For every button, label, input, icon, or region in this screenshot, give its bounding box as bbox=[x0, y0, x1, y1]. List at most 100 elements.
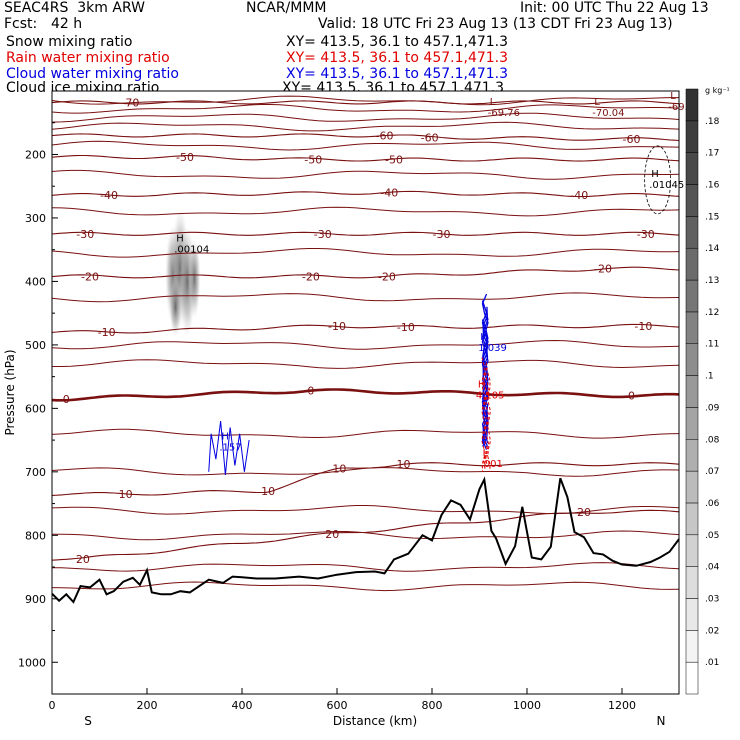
temperature-label: 10 bbox=[397, 458, 411, 471]
temperature-contour--20 bbox=[51, 266, 680, 279]
temperature-contour bbox=[51, 121, 680, 132]
extremum-kind-label: H bbox=[651, 169, 659, 180]
temperature-label: -30 bbox=[637, 228, 655, 241]
temperature-contour--60 bbox=[51, 133, 680, 142]
extremum-value-label: -70.04 bbox=[592, 108, 624, 119]
colorbar-cell bbox=[685, 598, 699, 631]
colorbar-tick-label: .15 bbox=[705, 212, 719, 222]
temperature-contour bbox=[51, 104, 680, 114]
temperature-contour bbox=[52, 359, 680, 369]
temperature-label: 10 bbox=[119, 488, 133, 501]
y-tick-label: 800 bbox=[25, 529, 46, 542]
terrain-surface bbox=[51, 476, 680, 604]
colorbar-cell bbox=[685, 534, 699, 567]
field-xy-rain: XY= 413.5, 36.1 to 457.1,471.3 bbox=[286, 50, 509, 66]
temperature-contour--50 bbox=[51, 154, 680, 162]
x-tick-label: 600 bbox=[327, 699, 348, 712]
colorbar-tick-label: .18 bbox=[705, 117, 720, 127]
x-axis-label: Distance (km) bbox=[333, 714, 417, 728]
colorbar-tick-label: .17 bbox=[705, 149, 719, 159]
temperature-label: -70 bbox=[121, 96, 139, 109]
colorbar-tick-label: .1 bbox=[705, 372, 714, 382]
temperature-contour bbox=[51, 339, 680, 350]
temperature-label: -50 bbox=[385, 154, 403, 167]
temperature-label: 20 bbox=[577, 506, 591, 519]
temperature-label: -60 bbox=[376, 129, 394, 142]
temperature-label: 0 bbox=[307, 385, 314, 398]
extremum-kind-label: H bbox=[176, 234, 184, 245]
temperature-contour-10 bbox=[51, 462, 680, 496]
cloud-water-contour-core bbox=[481, 319, 489, 444]
extremum-kind-label: L bbox=[483, 448, 489, 459]
cloud-ice-contour bbox=[644, 145, 672, 215]
temperature-label: 10 bbox=[332, 463, 346, 476]
colorbar-cell bbox=[685, 661, 699, 695]
rain-water-contour bbox=[485, 367, 490, 467]
colorbar-cell bbox=[685, 152, 699, 185]
colorbar-cell bbox=[685, 566, 699, 599]
extremum-kind-label: L bbox=[594, 97, 600, 108]
colorbar-cell bbox=[685, 375, 699, 408]
temperature-label: -10 bbox=[397, 321, 415, 334]
extremum-kind-label: H bbox=[478, 380, 486, 391]
right-end-label: N bbox=[657, 714, 666, 728]
temperature-label: -30 bbox=[314, 228, 332, 241]
valid-time: Valid: 18 UTC Fri 23 Aug 13 (13 CDT Fri … bbox=[318, 16, 673, 32]
colorbar-tick-label: .03 bbox=[705, 594, 719, 604]
temperature-contour bbox=[51, 581, 680, 592]
colorbar-tick-label: .13 bbox=[705, 276, 719, 286]
colorbar-cell bbox=[685, 279, 699, 313]
temperature-label: -40 bbox=[380, 187, 398, 200]
extremum-value-label: -69.4 bbox=[668, 102, 694, 113]
extremum-value-label: .00104 bbox=[174, 245, 209, 256]
colorbar-cell bbox=[685, 470, 699, 504]
colorbar-tick-label: .16 bbox=[705, 181, 720, 191]
colorbar-tick-label: .14 bbox=[705, 244, 720, 254]
colorbar-cell bbox=[685, 502, 699, 536]
colorbar-cell bbox=[685, 88, 699, 122]
temperature-label: -30 bbox=[433, 228, 451, 241]
temperature-contour bbox=[51, 112, 680, 123]
rain-water-contour bbox=[487, 372, 491, 472]
temperature-contour-20 bbox=[51, 509, 680, 561]
field-name-cloud-water: Cloud water mixing ratio bbox=[6, 66, 179, 82]
temperature-contour bbox=[51, 248, 680, 258]
y-tick-label: 900 bbox=[25, 593, 46, 606]
colorbar-tick-label: .05 bbox=[705, 531, 719, 541]
y-tick-label: 300 bbox=[25, 212, 46, 225]
colorbar-cell bbox=[685, 439, 699, 472]
temperature-contour bbox=[51, 140, 680, 151]
colorbar-tick-label: .02 bbox=[705, 626, 719, 636]
colorbar-tick-label: .06 bbox=[705, 499, 720, 509]
temperature-label: -10 bbox=[328, 320, 346, 333]
temperature-label: -20 bbox=[81, 270, 99, 283]
field-xy-snow: XY= 413.5, 36.1 to 457.1,471.3 bbox=[286, 34, 509, 50]
colorbar-tick-label: .04 bbox=[705, 563, 720, 573]
init-time: Init: 00 UTC Thu 22 Aug 13 bbox=[520, 0, 709, 16]
temperature-label: -20 bbox=[378, 270, 396, 283]
extremum-kind-label: H bbox=[221, 432, 229, 443]
colorbar-tick-label: .01 bbox=[705, 658, 719, 668]
model-title: SEAC4RS 3km ARW bbox=[4, 0, 145, 16]
temperature-label: -10 bbox=[634, 320, 652, 333]
temperature-contour--40 bbox=[51, 190, 680, 198]
rain-water-contour bbox=[481, 357, 486, 472]
colorbar-unit-label: g kg⁻¹ bbox=[705, 86, 730, 95]
x-tick-label: 200 bbox=[137, 699, 158, 712]
temperature-contour bbox=[51, 95, 679, 106]
colorbar-tick-label: .08 bbox=[705, 435, 720, 445]
extremum-value-label: .001 bbox=[481, 459, 503, 470]
temperature-label: 20 bbox=[325, 528, 339, 541]
temperature-label: -50 bbox=[304, 154, 322, 167]
temperature-label: 0 bbox=[628, 390, 635, 403]
fcst-value: 42 h bbox=[51, 16, 83, 32]
cloud-water-contour-west bbox=[208, 421, 250, 476]
temperature-label: 20 bbox=[76, 553, 90, 566]
temperature-label: -40 bbox=[570, 189, 588, 202]
extremum-value-label: .01045 bbox=[649, 180, 684, 191]
snow-shading-cell bbox=[169, 276, 182, 337]
extremum-value-label: .157 bbox=[219, 443, 241, 454]
temperature-contour-0 bbox=[51, 388, 680, 402]
x-tick-label: 1200 bbox=[608, 699, 636, 712]
extremum-kind-label: L bbox=[490, 97, 496, 108]
